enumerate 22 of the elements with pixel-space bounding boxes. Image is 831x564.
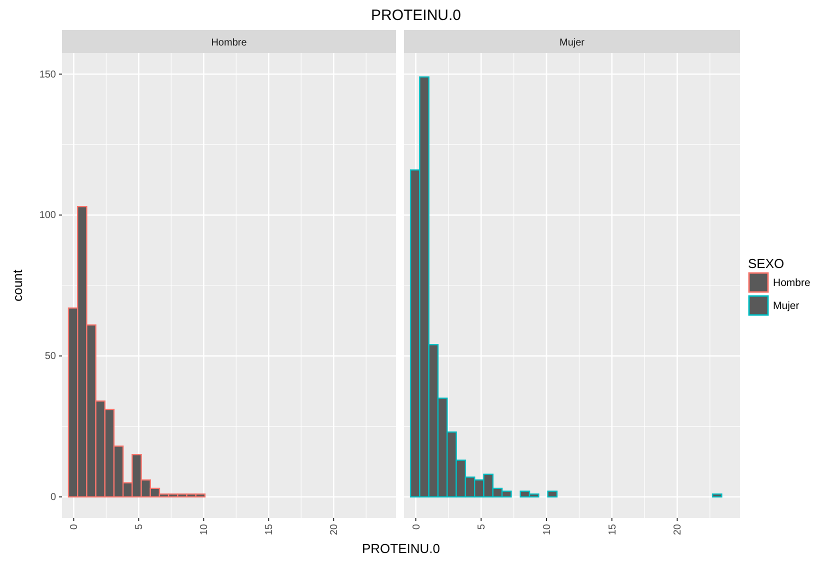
x-tick-label: 20 [672, 524, 684, 536]
x-tick-label: 10 [542, 524, 554, 536]
text: Mujer [773, 300, 800, 312]
chart-subtitle: Mujer [559, 38, 586, 48]
x-tick-label: 5 [134, 524, 146, 530]
y-axis-title: count [10, 269, 25, 302]
y-tick-label: 150 [39, 69, 56, 80]
x-axis-title: PROTEINU.0 [362, 541, 440, 556]
x-tick-label: 5 [476, 524, 488, 530]
x-tick-label: 0 [411, 524, 422, 530]
x-tick-label: 0 [69, 524, 80, 530]
chart-subtitle: Hombre [211, 38, 248, 48]
chart-title: PROTEINU.0 [370, 7, 462, 24]
x-tick-label: 10 [199, 524, 210, 536]
y-tick-label: 50 [44, 351, 56, 362]
y-tick-label: 0 [50, 492, 56, 504]
x-tick-label: 20 [329, 524, 340, 536]
x-tick-label: 15 [264, 524, 276, 536]
x-tick-label: 15 [607, 524, 618, 536]
legend-title: SEXO [748, 256, 784, 271]
legend-label: Hombre [773, 277, 811, 289]
y-tick-label: 100 [39, 210, 56, 222]
